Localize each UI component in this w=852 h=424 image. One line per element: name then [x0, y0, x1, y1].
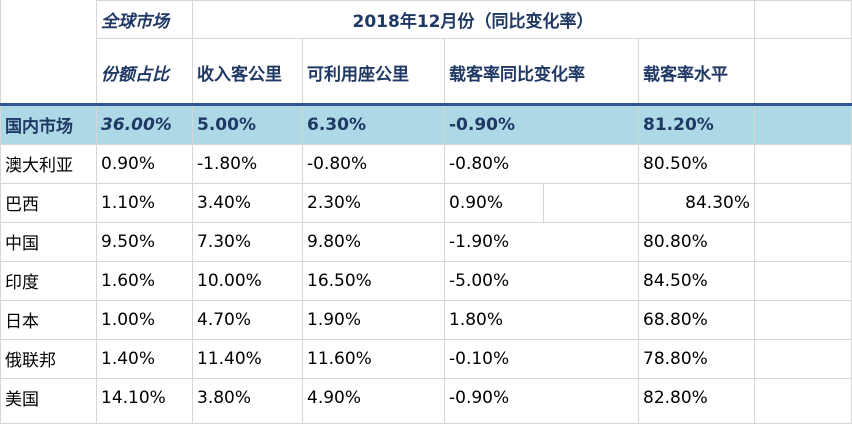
- country-share: 14.10%: [101, 387, 166, 408]
- country-share: 1.40%: [101, 348, 156, 369]
- grid-vline: [444, 38, 445, 424]
- col-header-share: 份额占比: [101, 64, 169, 85]
- country-rpk: 3.40%: [197, 192, 252, 213]
- country-share: 1.10%: [101, 192, 156, 213]
- country-load-factor: 80.80%: [643, 231, 708, 252]
- grid-hline: [0, 339, 852, 340]
- country-share: 1.60%: [101, 270, 156, 291]
- country-load-factor-change: 0.90%: [449, 192, 504, 213]
- country-label: 日本: [5, 312, 39, 332]
- grid-vline: [192, 0, 193, 424]
- country-load-factor-change: 1.80%: [449, 309, 504, 330]
- col-header-load-factor-change: 载客率同比变化率: [449, 64, 585, 85]
- country-load-factor: 84.30%: [685, 192, 750, 213]
- country-ask: 1.90%: [307, 309, 362, 330]
- global-market-header: 全球市场: [101, 11, 169, 32]
- country-rpk: 11.40%: [197, 348, 262, 369]
- grid-hline: [0, 261, 852, 262]
- col-header-load-factor: 载客率水平: [643, 64, 728, 85]
- country-label: 中国: [5, 234, 39, 254]
- country-rpk: -1.80%: [197, 153, 258, 174]
- col-header-ask: 可利用座公里: [307, 64, 409, 85]
- period-title: 2018年12月份（同比变化率）: [352, 11, 594, 32]
- grid-vline: [96, 0, 97, 424]
- header-divider: [0, 103, 852, 106]
- grid-vline: [638, 38, 639, 424]
- country-share: 0.90%: [101, 153, 156, 174]
- grid-hline: [0, 300, 852, 301]
- domestic-load-factor: 81.20%: [643, 114, 714, 135]
- grid-hline: [0, 144, 852, 145]
- country-label: 巴西: [5, 195, 39, 215]
- grid-hline: [96, 0, 852, 1]
- domestic-ask: 6.30%: [307, 114, 366, 135]
- domestic-row-highlight: [0, 103, 852, 144]
- country-ask: 9.80%: [307, 231, 362, 252]
- country-load-factor-change: -0.10%: [449, 348, 510, 369]
- country-ask: 2.30%: [307, 192, 362, 213]
- country-label: 澳大利亚: [5, 156, 73, 176]
- grid-hline: [0, 222, 852, 223]
- domestic-rpk: 5.00%: [197, 114, 256, 135]
- country-load-factor-change: -1.90%: [449, 231, 510, 252]
- grid-vline: [302, 38, 303, 424]
- country-ask: -0.80%: [307, 153, 368, 174]
- grid-vline: [0, 0, 1, 424]
- grid-hline: [0, 183, 852, 184]
- domestic-share: 36.00%: [101, 114, 172, 135]
- country-load-factor-change: -0.80%: [449, 153, 510, 174]
- country-rpk: 4.70%: [197, 309, 252, 330]
- country-label: 美国: [5, 390, 39, 410]
- country-ask: 4.90%: [307, 387, 362, 408]
- grid-vline: [754, 0, 755, 424]
- country-load-factor-change: -5.00%: [449, 270, 510, 291]
- country-ask: 11.60%: [307, 348, 372, 369]
- country-ask: 16.50%: [307, 270, 372, 291]
- country-label: 印度: [5, 273, 39, 293]
- country-share: 9.50%: [101, 231, 156, 252]
- country-rpk: 7.30%: [197, 231, 252, 252]
- country-rpk: 3.80%: [197, 387, 252, 408]
- country-label: 俄联邦: [5, 351, 56, 371]
- country-load-factor-change: -0.90%: [449, 387, 510, 408]
- grid-hline: [96, 38, 852, 39]
- domestic-market-label: 国内市场: [5, 117, 73, 137]
- country-load-factor: 84.50%: [643, 270, 708, 291]
- grid-hline: [0, 378, 852, 379]
- country-load-factor: 80.50%: [643, 153, 708, 174]
- country-rpk: 10.00%: [197, 270, 262, 291]
- country-load-factor: 78.80%: [643, 348, 708, 369]
- country-share: 1.00%: [101, 309, 156, 330]
- domestic-load-factor-change: -0.90%: [449, 114, 516, 135]
- country-load-factor: 68.80%: [643, 309, 708, 330]
- country-load-factor: 82.80%: [643, 387, 708, 408]
- col-header-rpk: 收入客公里: [197, 64, 282, 85]
- grid-vline: [543, 183, 544, 222]
